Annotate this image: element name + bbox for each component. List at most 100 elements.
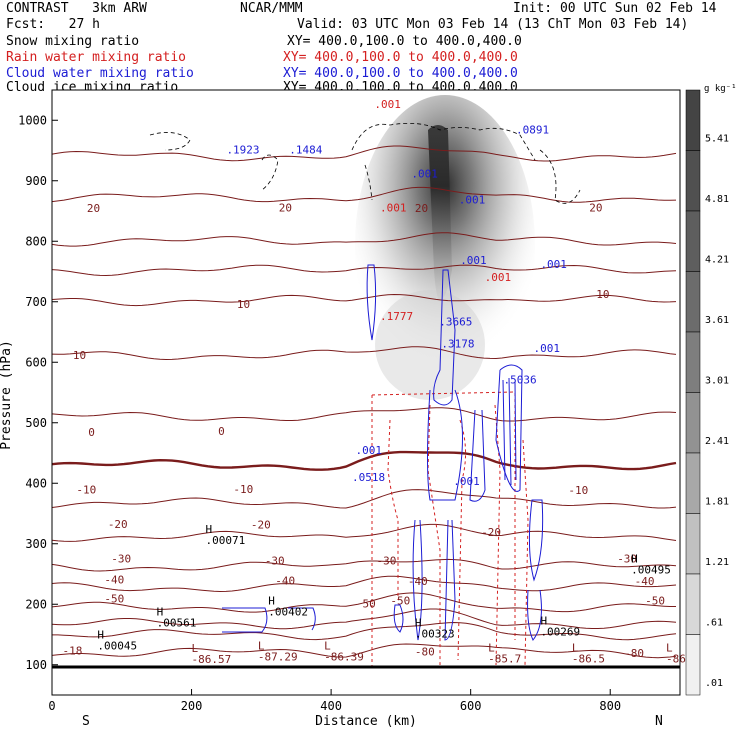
contour-labels: -18 -80 -80 -50 -50 -50 50 -40 -40 -40 -40 -30 -30 -3…: [62, 98, 699, 666]
isotherm-label: -30: [617, 553, 637, 566]
isotherm-label: 10: [237, 298, 250, 311]
x-tick-label: 200: [181, 699, 203, 713]
header-model: CONTRAST 3km ARW: [6, 1, 147, 16]
colorbar-level-label: 5.41: [705, 133, 729, 144]
isotherm-label: 20: [279, 202, 292, 215]
isotherm-minus-70: [52, 621, 677, 641]
colorbar-swatch: [685, 634, 701, 696]
x-tick-label: 0: [48, 699, 55, 713]
ice-maximum-marker: H: [268, 595, 275, 608]
ice-maximum-marker: H: [157, 606, 164, 619]
isotherm-60: [52, 186, 677, 203]
cloud-contour-3: [427, 389, 463, 501]
field-label-rain: Rain water mixing ratio: [6, 50, 187, 65]
cloud-water-label: .001: [533, 342, 560, 355]
cloud-contour-13: [527, 589, 542, 641]
isotherm-label: -50: [645, 594, 665, 607]
cloud-contour-5: [495, 364, 523, 492]
y-tick-label: 400: [25, 476, 47, 490]
ice-contour-3: [351, 122, 536, 161]
y-tick-label: 800: [25, 234, 47, 248]
ice-contour-5: [364, 164, 373, 201]
ice-maximum-marker: H: [415, 617, 422, 630]
rain-cell-5: [522, 439, 529, 666]
isotherm-label: 50: [363, 597, 376, 610]
colorbar-swatch: [685, 89, 701, 151]
cloud-water-label: .0891: [516, 124, 549, 137]
y-tick-label: 300: [25, 537, 47, 551]
temperature-low-label: -86.5: [572, 652, 605, 665]
colorbar-level-label: 3.61: [705, 315, 729, 326]
y-tick-label: 100: [25, 658, 47, 672]
y-tick-label: 200: [25, 597, 47, 611]
colorbar-swatch: [685, 452, 701, 514]
isotherm-label: 10: [73, 349, 86, 362]
temperature-low-label: -86.57: [192, 653, 232, 666]
rain-label: .001: [485, 271, 512, 284]
cloud-water-label: .3665: [439, 315, 472, 328]
isotherm-10: [52, 407, 677, 422]
field-xy-rain: XY= 400.0,100.0 to 400.0,400.0: [283, 50, 518, 65]
plot-frame: [51, 89, 681, 696]
isotherm-40: [52, 264, 677, 277]
colorbar-level-label: .01: [705, 678, 723, 689]
isotherm-minus-50: [52, 592, 676, 613]
isotherm-label: -10: [568, 484, 588, 497]
header-forecast: Fcst: 27 h: [6, 17, 100, 32]
cloud-water-label: .001: [453, 475, 480, 488]
cloud-contour-11: [222, 607, 268, 633]
temperature-contours: [52, 145, 677, 659]
temperature-low-label: -87.29: [258, 651, 298, 664]
isotherm-label: -80: [624, 647, 644, 660]
field-xy-cloud-water: XY= 400.0,100.0 to 400.0,400.0: [283, 66, 518, 81]
x-tick-label: 600: [460, 699, 482, 713]
y-tick-label: 500: [25, 416, 47, 430]
y-axis-label: Pressure (hPa): [0, 340, 14, 450]
cloud-contour-12: [288, 607, 316, 631]
rain-label: .1777: [380, 310, 413, 323]
isotherm-label: -30: [376, 554, 396, 567]
cloud-water-label: .001: [460, 254, 487, 267]
colorbar-swatch: [685, 150, 701, 212]
isotherm-label: 10: [596, 288, 609, 301]
y-tick-label: 700: [25, 295, 47, 309]
x-axis-label: Distance (km): [315, 714, 417, 729]
colorbar-level-label: 2.41: [705, 436, 729, 447]
temperature-low-label: -85.7: [488, 652, 521, 665]
isotherm-label: -30: [111, 553, 131, 566]
isotherm-label: -50: [104, 592, 124, 605]
field-label-snow: Snow mixing ratio: [6, 34, 140, 49]
isotherm-minus-10: [52, 489, 677, 509]
isotherm-label: -10: [76, 484, 96, 497]
isotherm-label: -40: [635, 575, 655, 588]
x-tick-label: 800: [599, 699, 621, 713]
ice-contour-2: [261, 154, 279, 191]
isotherm-label: 20: [415, 202, 428, 215]
cloud-water-label: .001: [540, 258, 567, 271]
header-center: NCAR/MMM: [240, 1, 303, 16]
colorbar: 5.41 4.81 4.21 3.61 3.01 2.41 1.81 1.21 .61 .01: [685, 89, 729, 696]
ice-maximum-label: .00495: [631, 563, 671, 576]
temperature-low-marker: L: [192, 642, 199, 655]
temperature-low-marker: L: [666, 641, 673, 654]
cloud-contour-7: [528, 499, 544, 582]
isotherm-label: 20: [87, 202, 100, 215]
colorbar-unit: g kg⁻¹: [704, 84, 737, 94]
cloud-contour-8: [412, 519, 423, 641]
isotherm-label: -20: [251, 519, 271, 532]
isotherm-minus-60: [52, 608, 677, 630]
cloud-contour-9: [444, 519, 456, 641]
temperature-low-label: -86.39: [324, 651, 364, 664]
cloud-water-label: .001: [459, 194, 486, 207]
colorbar-swatch: [685, 331, 701, 393]
cloud-contour-10: [393, 604, 404, 633]
isotherm-label: -10: [233, 483, 253, 496]
cloud-contour-2: [433, 269, 456, 406]
cloud-water-label: .5036: [503, 373, 536, 386]
field-label-cloud-water: Cloud water mixing ratio: [6, 66, 194, 81]
header-valid: Valid: 03 UTC Mon 03 Feb 14 (13 ChT Mon …: [297, 17, 689, 32]
isotherm-label: -18: [62, 644, 82, 657]
temperature-low-marker: L: [572, 641, 579, 654]
rain-cell-1: [387, 419, 399, 600]
